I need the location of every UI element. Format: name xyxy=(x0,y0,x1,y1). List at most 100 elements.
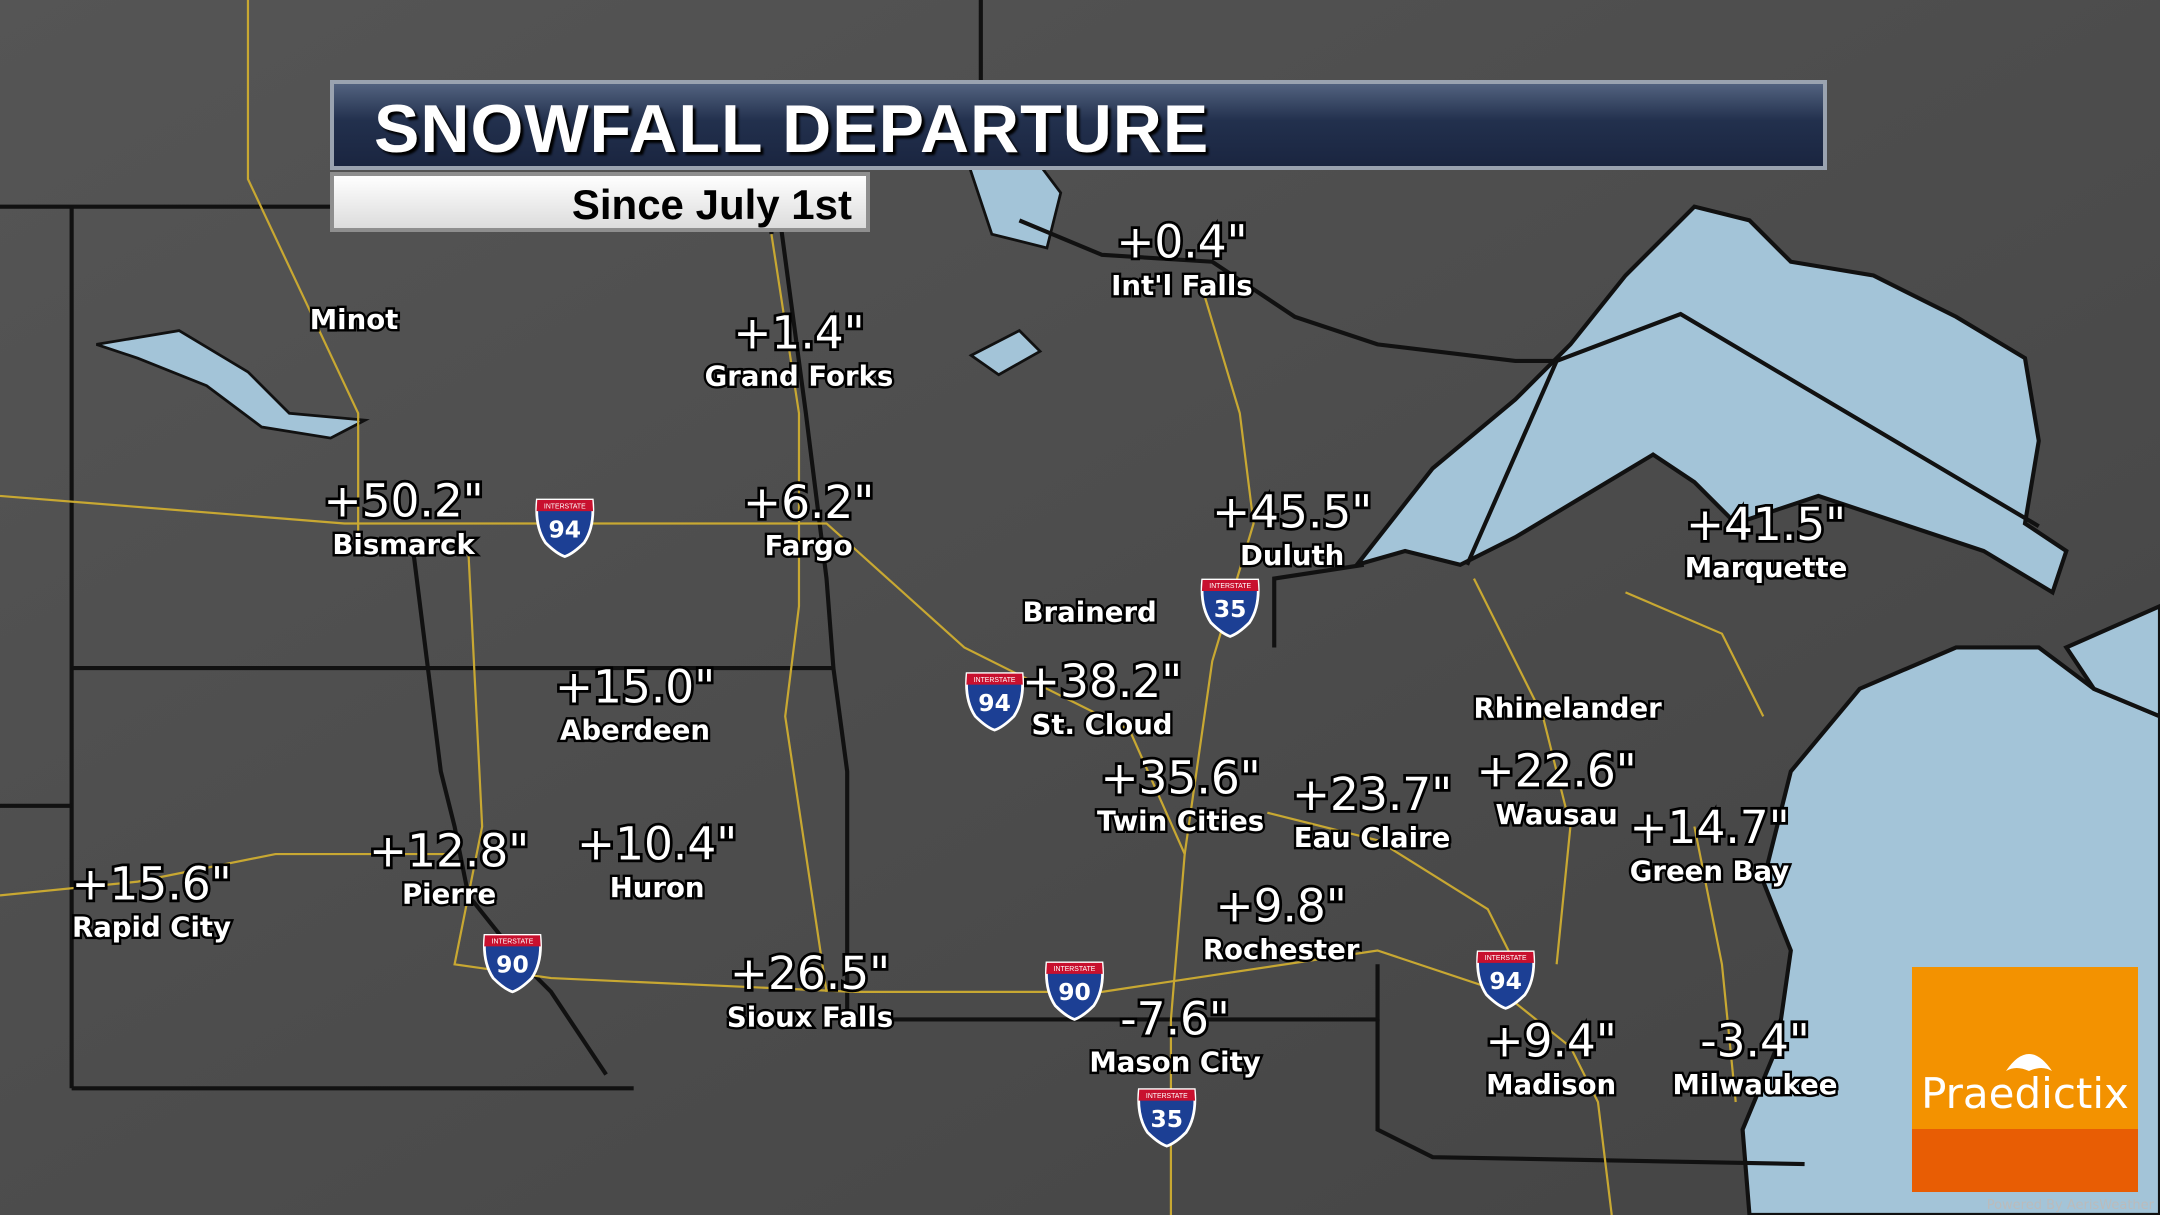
red-lake xyxy=(968,328,1043,377)
city-label: Brainerd xyxy=(1020,594,1159,631)
shield-label: INTERSTATE xyxy=(1054,966,1096,973)
powered-by-credit: Powered By AerisWeather xyxy=(1986,1198,2154,1213)
city-name: Huron xyxy=(610,872,705,904)
city-label: +41.5"Marquette xyxy=(1682,495,1849,586)
map-subtitle: Since July 1st xyxy=(571,181,852,228)
interstate-shield-icon: INTERSTATE 90 xyxy=(483,933,542,994)
city-name: Aberdeen xyxy=(560,715,710,747)
city-label: +15.6"Rapid City xyxy=(69,855,235,946)
snowfall-departure-value: +9.8" xyxy=(1216,880,1347,933)
city-label: +6.2"Fargo xyxy=(740,473,877,564)
lake-sakakawea xyxy=(95,329,370,440)
lake-superior xyxy=(1351,204,2069,596)
shield-label: INTERSTATE xyxy=(1209,583,1251,590)
city-name: Minot xyxy=(310,304,399,336)
lake-huron-edge xyxy=(2063,603,2160,719)
city-label: +1.4"Grand Forks xyxy=(702,304,895,395)
city-name: Rapid City xyxy=(72,912,231,944)
city-label: +10.4"Huron xyxy=(574,815,740,906)
praedictix-logo: Praedictix xyxy=(1912,967,2138,1192)
city-name: Eau Claire xyxy=(1294,822,1451,854)
snowfall-departure-value: +38.2" xyxy=(1022,655,1182,708)
map-title: SNOWFALL DEPARTURE xyxy=(374,91,1210,167)
city-label: +26.5"Sioux Falls xyxy=(724,944,895,1035)
snowfall-departure-value: +35.6" xyxy=(1100,751,1260,804)
snowfall-departure-value: +14.7" xyxy=(1629,801,1789,854)
city-name: Rochester xyxy=(1203,934,1360,966)
city-name: Duluth xyxy=(1240,540,1344,572)
city-name: Pierre xyxy=(402,879,496,911)
snowfall-departure-value: +45.5" xyxy=(1212,486,1372,539)
city-name: Marquette xyxy=(1685,552,1848,584)
city-label: +38.2"St. Cloud xyxy=(1019,652,1185,743)
city-label: -7.6"Mason City xyxy=(1087,990,1263,1081)
snowfall-departure-value: +23.7" xyxy=(1292,768,1452,821)
city-label: -3.4"Milwaukee xyxy=(1670,1012,1840,1103)
snowfall-departure-value: -7.6" xyxy=(1120,993,1230,1046)
secondary-borders xyxy=(0,0,1765,1215)
snowfall-departure-value: +1.4" xyxy=(733,307,864,360)
logo-text: Praedictix xyxy=(1921,1069,2129,1118)
city-label: +35.6"Twin Cities xyxy=(1095,749,1267,840)
city-label: +14.7"Green Bay xyxy=(1627,798,1793,889)
shield-label: INTERSTATE xyxy=(1485,955,1527,962)
city-name: Brainerd xyxy=(1023,596,1157,628)
snowfall-departure-value: +22.6" xyxy=(1477,745,1637,798)
city-label: +50.2"Bismarck xyxy=(321,472,487,563)
subtitle-banner: Since July 1st xyxy=(330,172,870,232)
interstate-shield-icon: INTERSTATE 35 xyxy=(1137,1088,1197,1148)
umbrella-icon xyxy=(2006,1054,2052,1071)
shield-number: 35 xyxy=(1214,595,1247,623)
shield-label: INTERSTATE xyxy=(544,503,586,510)
city-label: +9.4"Madison xyxy=(1483,1012,1620,1103)
title-banner: SNOWFALL DEPARTURE xyxy=(330,80,1827,170)
interstate-shield-icon: INTERSTATE 35 xyxy=(1200,578,1260,638)
city-name: Grand Forks xyxy=(705,361,894,393)
snowfall-departure-value: +9.4" xyxy=(1486,1015,1617,1068)
shield-number: 35 xyxy=(1150,1105,1183,1133)
city-name: Green Bay xyxy=(1630,855,1790,887)
city-name: Int'l Falls xyxy=(1111,270,1253,302)
city-name: Milwaukee xyxy=(1673,1069,1838,1101)
snowfall-departure-value: +15.0" xyxy=(555,661,715,714)
snowfall-departure-value: +41.5" xyxy=(1686,498,1846,551)
shield-number: 90 xyxy=(496,951,529,979)
interstate-shield-icon: INTERSTATE 94 xyxy=(1476,950,1536,1010)
shield-label: INTERSTATE xyxy=(974,677,1016,684)
city-name: Wausau xyxy=(1496,799,1618,831)
city-name: Mason City xyxy=(1089,1047,1260,1079)
snowfall-departure-value: -3.4" xyxy=(1700,1015,1810,1068)
shield-number: 94 xyxy=(549,515,582,543)
city-label: +23.7"Eau Claire xyxy=(1289,765,1455,856)
snowfall-departure-value: +10.4" xyxy=(577,818,737,871)
shield-number: 94 xyxy=(978,689,1011,717)
city-name: Madison xyxy=(1486,1069,1616,1101)
snowfall-departure-value: +12.8" xyxy=(369,824,529,877)
city-label: +22.6"Wausau xyxy=(1474,742,1640,833)
interstate-shield-icon: INTERSTATE 94 xyxy=(965,672,1025,732)
interstate-shield-icon: INTERSTATE 94 xyxy=(535,498,595,558)
shield-label: INTERSTATE xyxy=(492,939,534,946)
interstate-shield-icon: INTERSTATE 90 xyxy=(1045,961,1104,1021)
city-label: +9.8"Rochester xyxy=(1200,877,1362,968)
city-label: +15.0"Aberdeen xyxy=(552,658,718,749)
snowfall-departure-value: +0.4" xyxy=(1116,216,1247,269)
city-name: Fargo xyxy=(765,530,853,562)
city-label: +0.4"Int'l Falls xyxy=(1109,213,1255,304)
city-label: +45.5"Duluth xyxy=(1209,483,1375,574)
shield-number: 90 xyxy=(1058,978,1091,1006)
city-label: +12.8"Pierre xyxy=(366,822,532,913)
city-name: Sioux Falls xyxy=(727,1001,893,1033)
city-name: Twin Cities xyxy=(1097,806,1264,838)
snowfall-departure-value: +26.5" xyxy=(730,947,890,1000)
city-name: Bismarck xyxy=(332,529,475,561)
city-name: St. Cloud xyxy=(1032,709,1173,741)
city-name: Rhinelander xyxy=(1474,693,1663,725)
shield-number: 94 xyxy=(1489,967,1522,995)
snowfall-departure-value: +15.6" xyxy=(71,858,231,911)
city-label: Rhinelander xyxy=(1471,690,1664,727)
logo-bottom-band xyxy=(1912,1129,2138,1192)
shield-label: INTERSTATE xyxy=(1146,1093,1188,1100)
